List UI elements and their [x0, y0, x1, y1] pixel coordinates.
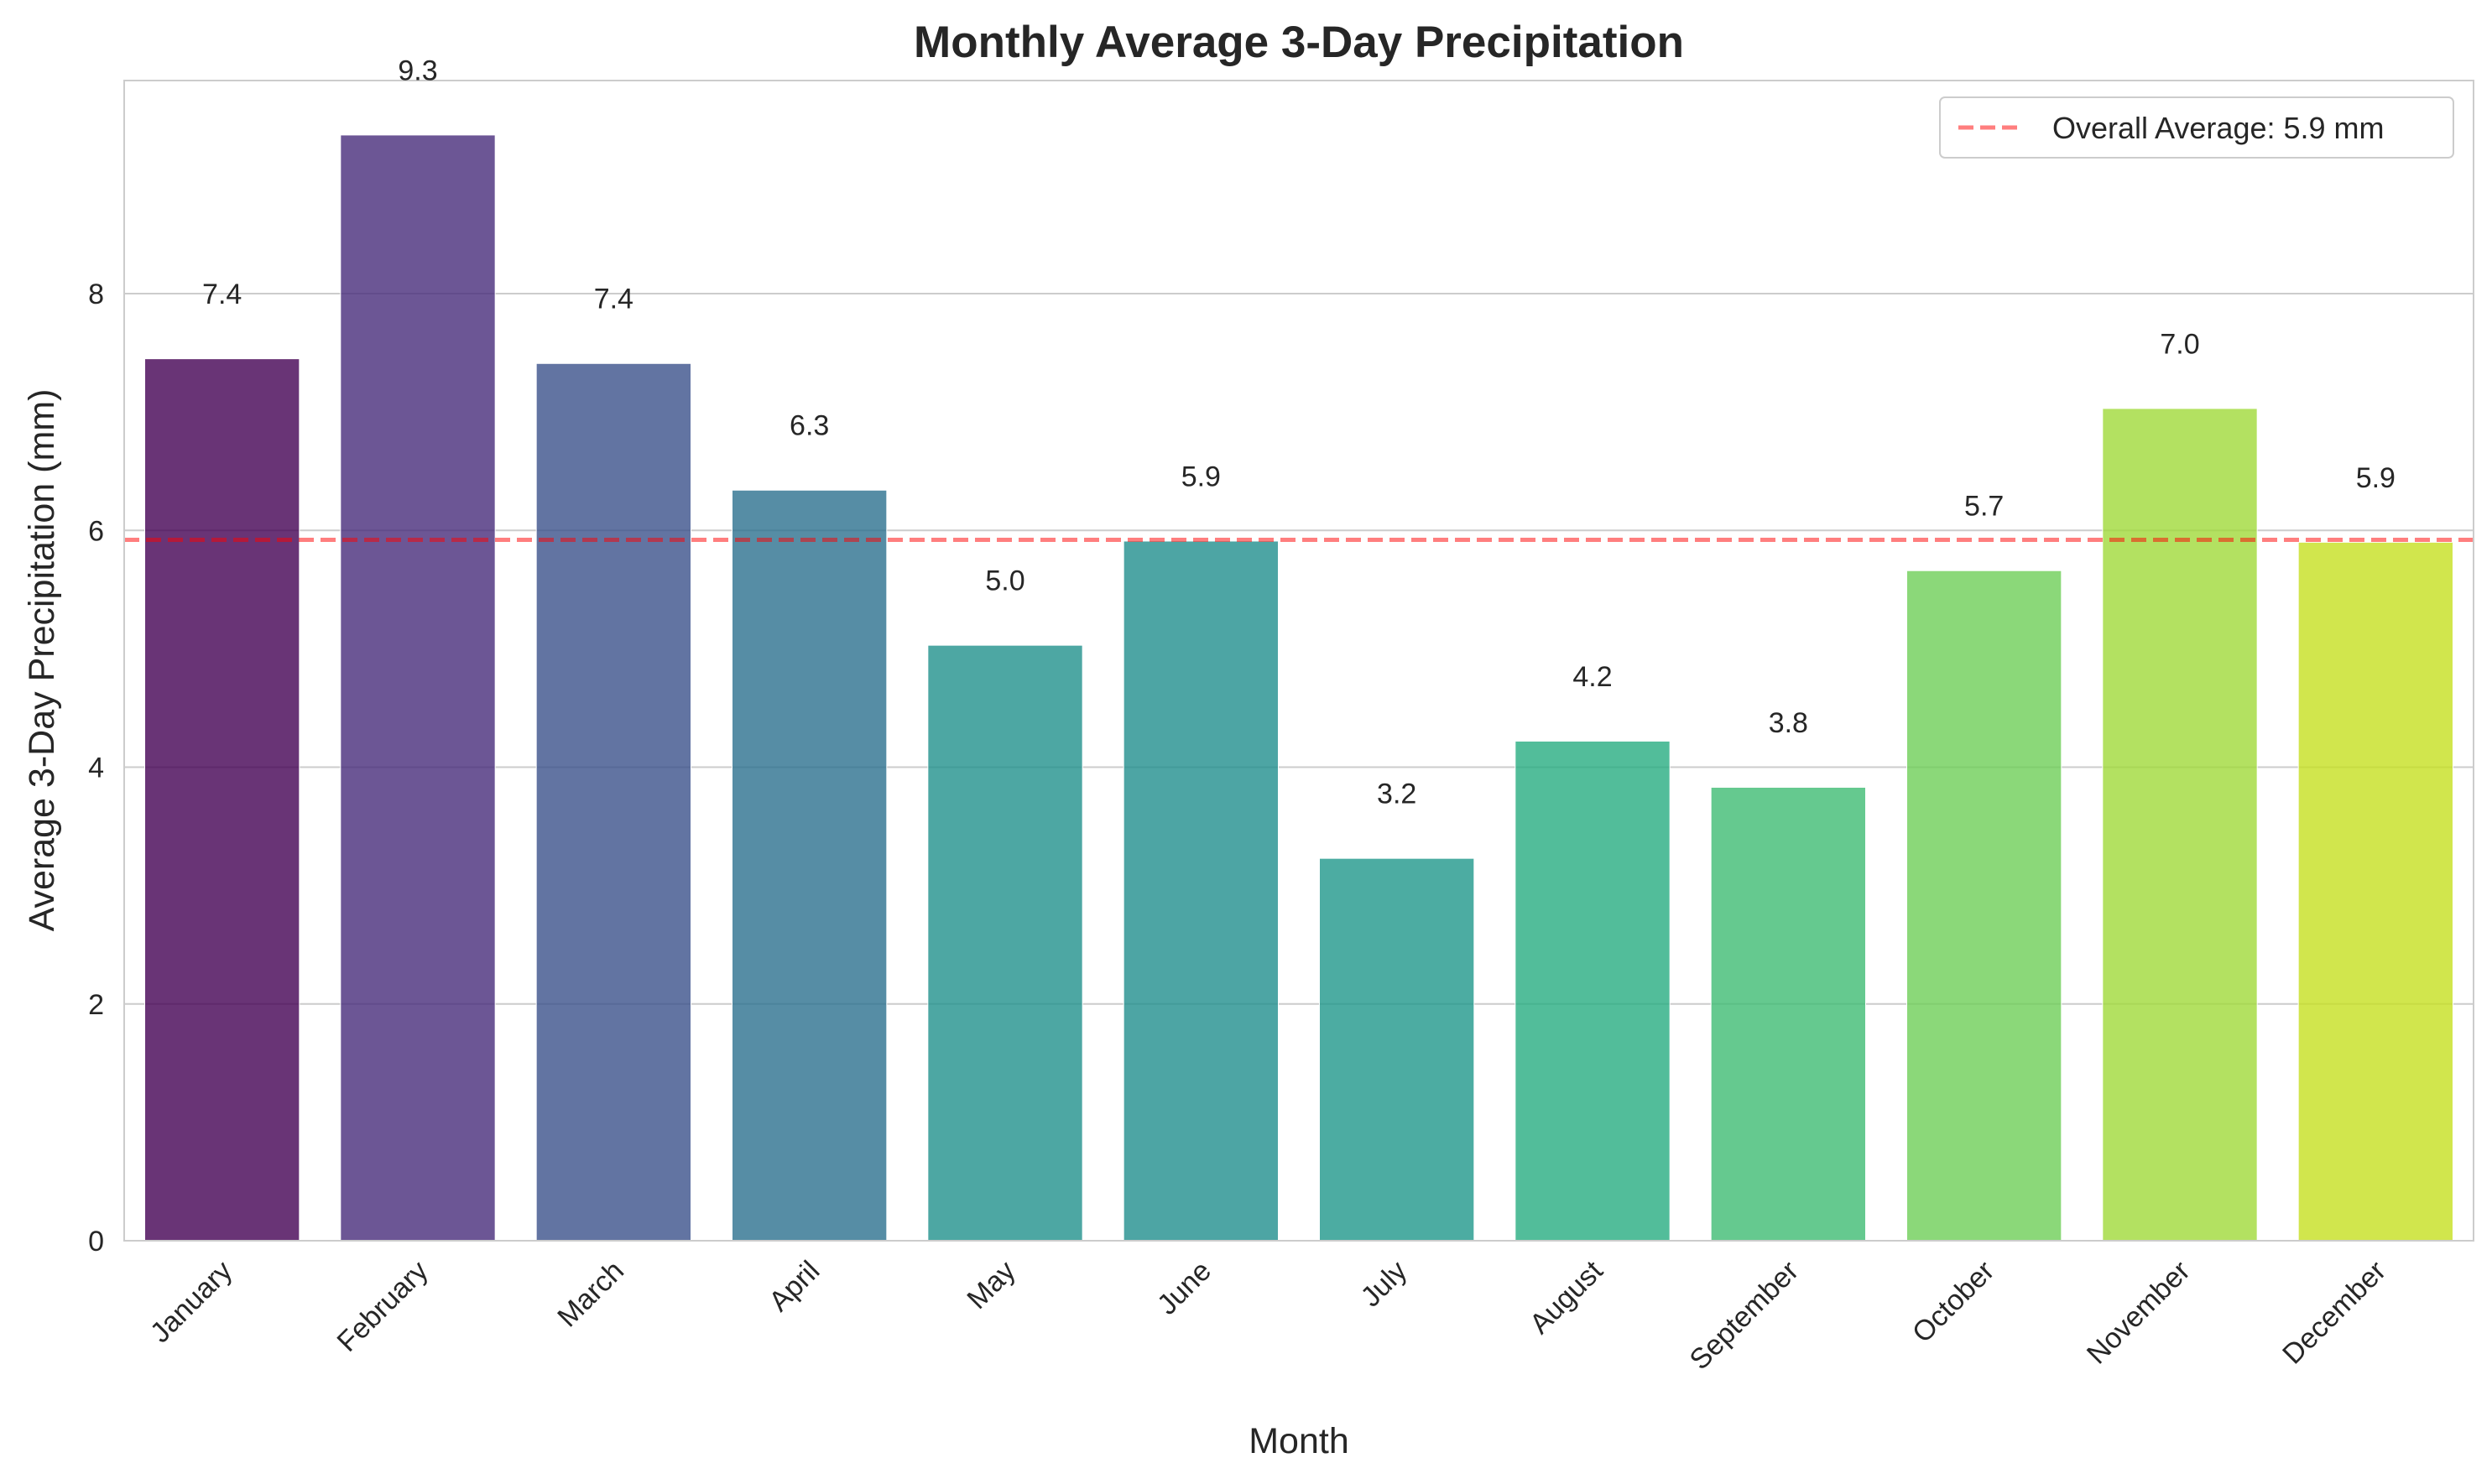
bar [340, 134, 496, 1242]
y-tick-label: 6 [88, 515, 104, 547]
bar-series [144, 134, 2454, 1242]
bar [535, 362, 692, 1242]
plot-area [124, 81, 2474, 1241]
legend: Overall Average: 5.9 mm [1939, 96, 2454, 159]
bar-value-label: 6.3 [790, 410, 829, 442]
bar-value-label: 3.8 [1769, 707, 1808, 739]
bar-value-label: 5.0 [985, 565, 1024, 597]
y-tick-label: 8 [88, 279, 104, 310]
bar-value-label: 9.3 [398, 55, 437, 86]
bar-value-label: 5.9 [2356, 462, 2396, 494]
y-tick-label: 4 [88, 752, 104, 784]
y-axis-ticks: 0 2 4 6 8 [88, 279, 104, 1257]
bar [2297, 541, 2454, 1242]
bar-value-label: 5.9 [1181, 461, 1221, 492]
bar [1710, 787, 1866, 1242]
legend-box [1939, 96, 2454, 159]
bar-value-label: 7.4 [594, 284, 633, 315]
plot-frame [123, 80, 2474, 1242]
bar [1514, 740, 1671, 1242]
y-gridlines [124, 293, 2474, 1005]
bar [732, 489, 888, 1242]
data-labels: 7.4 9.3 7.4 6.3 5.0 5.9 3.2 4.2 3.8 5.7 7.0 5.9 [202, 55, 2396, 810]
bar-value-label: 7.4 [202, 279, 242, 310]
bar [2102, 408, 2258, 1242]
y-tick-label: 0 [88, 1226, 104, 1257]
y-axis-label: Average 3-Day Precipitation (mm) [22, 389, 62, 932]
bar [1319, 857, 1475, 1242]
y-tick-label: 2 [88, 989, 104, 1021]
bar-value-label: 3.2 [1377, 778, 1416, 810]
x-axis-label: Month [1249, 1421, 1349, 1461]
bar [1906, 570, 2062, 1242]
bar-value-label: 7.0 [2160, 328, 2199, 360]
chart-title: Monthly Average 3-Day Precipitation [914, 18, 1684, 67]
bar [927, 644, 1083, 1242]
bar [144, 358, 300, 1242]
bar-value-label: 4.2 [1572, 661, 1612, 693]
bar [1123, 540, 1279, 1242]
legend-label: Overall Average: 5.9 mm [2052, 111, 2385, 145]
bar-value-label: 5.7 [1964, 491, 2004, 523]
